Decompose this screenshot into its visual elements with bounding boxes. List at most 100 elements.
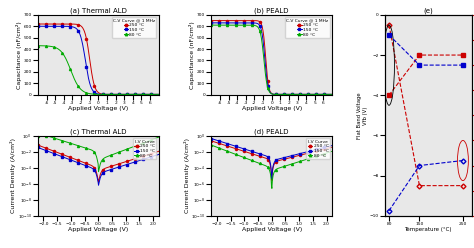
Line: 80 °C: 80 °C (210, 24, 333, 95)
80 °C (109, 93, 115, 96)
250 °C (156, 150, 162, 153)
Thermal ALD (386, 94, 392, 97)
150 °C (109, 168, 115, 171)
150 °C (137, 93, 143, 96)
PEALD (417, 184, 422, 187)
150 °C (281, 93, 286, 96)
250 °C (283, 157, 289, 160)
80 °C (319, 153, 324, 156)
Y-axis label: Current Density (A/cm²): Current Density (A/cm²) (10, 138, 17, 213)
250 °C (35, 23, 41, 26)
250 °C (319, 148, 324, 151)
80 °C (209, 24, 215, 27)
80 °C (310, 156, 316, 159)
80 °C (310, 93, 316, 96)
250 °C (329, 93, 335, 96)
80 °C (209, 24, 214, 27)
80 °C (145, 140, 151, 143)
80 °C (281, 93, 286, 96)
80 °C (156, 136, 162, 139)
80 °C (36, 44, 41, 47)
Y-axis label: Capacitance (nF/cm²): Capacitance (nF/cm²) (16, 21, 22, 89)
250 °C (107, 93, 113, 96)
250 °C (280, 93, 286, 96)
Line: 150 °C: 150 °C (210, 137, 333, 180)
Thermal ALD (460, 54, 466, 57)
150 °C (156, 153, 162, 156)
250 °C (280, 158, 286, 161)
150 °C (96, 184, 101, 187)
250 °C (35, 144, 41, 147)
Line: 80 °C: 80 °C (37, 45, 160, 95)
250 °C (281, 158, 286, 161)
Line: 150 °C: 150 °C (210, 22, 333, 95)
250 °C (108, 93, 113, 96)
80 °C (36, 135, 41, 138)
250 °C (310, 93, 316, 96)
150 °C (209, 137, 214, 140)
150 °C (281, 156, 286, 159)
80 °C (280, 165, 286, 168)
80 °C (35, 135, 41, 138)
250 °C (209, 19, 214, 22)
80 °C (145, 93, 151, 96)
Line: 250 °C: 250 °C (37, 23, 160, 95)
80 °C (209, 144, 214, 147)
250 °C (145, 93, 151, 96)
150 °C (35, 146, 41, 149)
250 °C (145, 153, 151, 156)
80 °C (329, 93, 335, 96)
150 °C (310, 149, 316, 152)
150 °C (145, 156, 151, 159)
150 °C (107, 93, 113, 96)
150 °C (209, 21, 214, 24)
Title: (a) Thermal ALD: (a) Thermal ALD (70, 8, 127, 14)
250 °C (209, 19, 215, 22)
80 °C (96, 170, 101, 173)
Line: Thermal ALD: Thermal ALD (387, 53, 465, 97)
Legend: 250 °C, 150 °C, 80 °C: 250 °C, 150 °C, 80 °C (285, 17, 330, 38)
150 °C (283, 93, 289, 96)
150 °C (36, 146, 41, 149)
250 °C (281, 93, 286, 96)
250 °C (96, 181, 101, 184)
150 °C (271, 93, 277, 96)
250 °C (101, 93, 107, 96)
150 °C (145, 93, 151, 96)
80 °C (108, 154, 113, 157)
250 °C (108, 165, 113, 168)
80 °C (94, 93, 100, 96)
150 °C (107, 168, 113, 171)
150 °C (209, 137, 215, 140)
X-axis label: Applied Voltage (V): Applied Voltage (V) (68, 106, 128, 111)
80 °C (107, 93, 113, 96)
150 °C (108, 168, 113, 171)
150 °C (329, 144, 335, 147)
250 °C (283, 93, 289, 96)
80 °C (107, 154, 113, 157)
Line: 80 °C: 80 °C (210, 144, 333, 189)
150 °C (137, 159, 143, 162)
250 °C (209, 140, 215, 143)
80 °C (108, 93, 113, 96)
150 °C (319, 93, 324, 96)
Y-axis label: Current Density (A/cm²): Current Density (A/cm²) (184, 138, 190, 213)
250 °C (209, 139, 214, 142)
80 °C (35, 44, 41, 47)
PEALD (386, 24, 392, 27)
Line: 150 °C: 150 °C (37, 25, 160, 95)
150 °C (329, 93, 335, 96)
150 °C (283, 156, 289, 159)
80 °C (137, 93, 143, 96)
80 °C (281, 165, 286, 168)
250 °C (319, 93, 324, 96)
Line: 250 °C: 250 °C (210, 140, 333, 182)
150 °C (280, 93, 286, 96)
Line: PEALD: PEALD (387, 23, 465, 187)
150 °C (269, 177, 275, 180)
Title: (c) Thermal ALD: (c) Thermal ALD (70, 129, 127, 135)
250 °C (137, 156, 143, 159)
80 °C (109, 153, 115, 156)
250 °C (329, 146, 335, 149)
Line: 80 °C: 80 °C (37, 135, 160, 173)
